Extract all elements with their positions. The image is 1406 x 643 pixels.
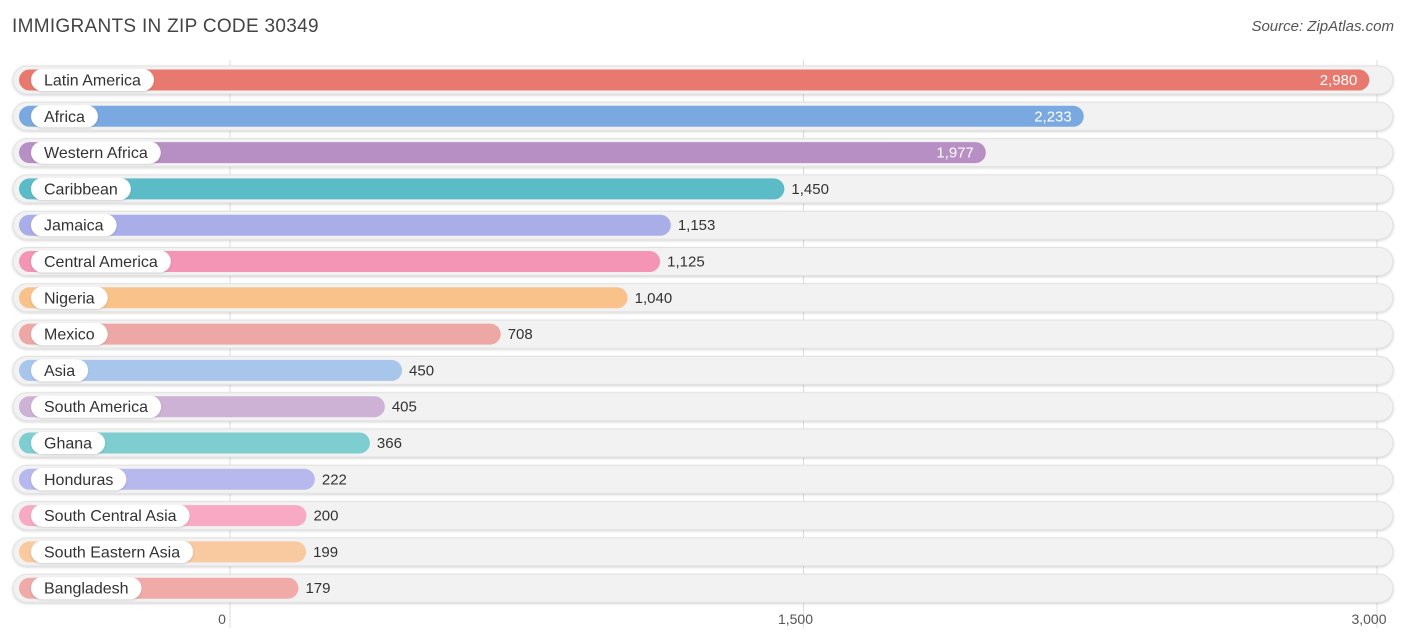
category-label-pill [31, 432, 106, 454]
bar [19, 323, 501, 345]
category-label: Honduras [44, 472, 113, 489]
category-label-pill [31, 141, 161, 164]
category-label-pill [31, 323, 108, 346]
value-label: 1,450 [791, 181, 829, 198]
x-axis-ticks: 0 1,500 3,000 [218, 611, 1387, 627]
bar-row: Nigeria 1,040 [12, 283, 1394, 313]
bar-row: Western Africa 1,977 [12, 138, 1394, 168]
category-label-pill [31, 359, 89, 382]
bar-track [12, 573, 1394, 603]
bar [19, 178, 785, 200]
value-label: 1,153 [678, 217, 716, 234]
category-label: Central America [44, 254, 158, 271]
bar-row: Central America 1,125 [12, 247, 1394, 276]
bar [19, 432, 370, 454]
bar-row: Jamaica 1,153 [12, 210, 1394, 240]
bar-row: Honduras 222 [12, 464, 1394, 494]
value-label: 199 [313, 544, 338, 561]
bar-row: Asia 450 [12, 355, 1394, 385]
bar-row: Caribbean 1,450 [12, 174, 1394, 204]
value-label: 366 [377, 435, 402, 452]
x-tick-label: 0 [218, 611, 226, 627]
x-tick-label: 3,000 [1351, 611, 1386, 627]
value-label: 708 [508, 326, 533, 343]
category-label: Western Africa [44, 145, 148, 162]
value-label: 222 [322, 471, 347, 488]
category-label-pill [31, 286, 108, 309]
category-label: Africa [44, 109, 85, 126]
bar-row: South America 405 [12, 392, 1394, 422]
bar [19, 142, 986, 164]
category-label: Nigeria [44, 290, 95, 307]
value-label: 1,977 [936, 145, 974, 162]
bar-track [12, 464, 1394, 494]
bar-row: Latin America 2,980 [12, 65, 1394, 95]
bar-row: South Central Asia 200 [12, 501, 1394, 531]
category-label: Mexico [44, 327, 95, 344]
value-label: 1,125 [667, 254, 705, 271]
value-label: 1,040 [635, 290, 673, 307]
bar-row: South Eastern Asia 199 [12, 537, 1394, 567]
chart-title: IMMIGRANTS IN ZIP CODE 30349 [12, 16, 319, 37]
bar-track [12, 537, 1394, 567]
category-label: Caribbean [44, 181, 118, 198]
category-label: South Eastern Asia [44, 544, 180, 561]
category-label: Asia [44, 363, 75, 380]
category-label-pill [31, 250, 171, 273]
category-label-pill [31, 395, 162, 418]
category-label-pill [31, 504, 190, 527]
category-label: Jamaica [44, 218, 104, 235]
bar [19, 287, 628, 309]
category-label: Bangladesh [44, 581, 129, 598]
category-label: South America [44, 399, 148, 416]
bar-row: Ghana 366 [12, 428, 1394, 458]
bar [19, 69, 1370, 91]
value-label: 405 [392, 399, 417, 416]
bar-rows: Latin America 2,980 Africa 2,233 Western Afr… [12, 65, 1394, 603]
x-tick-label: 1,500 [778, 611, 813, 627]
bar-track [12, 501, 1394, 531]
bar [19, 251, 661, 272]
category-label-pill [31, 577, 142, 600]
bar [19, 214, 671, 236]
category-label-pill [31, 540, 194, 563]
value-label: 179 [305, 580, 330, 597]
category-label-pill [31, 468, 127, 491]
bar [19, 105, 1084, 127]
category-label: Ghana [44, 436, 92, 453]
category-label: South Central Asia [44, 508, 177, 525]
bar [19, 359, 403, 381]
value-label: 200 [313, 508, 338, 525]
bar-row: Mexico 708 [12, 319, 1394, 349]
category-label: Latin America [44, 73, 141, 90]
category-label-pill [31, 214, 117, 237]
category-label-pill [31, 177, 131, 200]
category-label-pill [31, 69, 154, 91]
bar-row: Africa 2,233 [12, 101, 1394, 131]
value-label: 2,233 [1034, 108, 1072, 125]
source-label: Source: ZipAtlas.com [1251, 18, 1394, 35]
category-label-pill [31, 105, 98, 128]
bar-row: Bangladesh 179 [12, 573, 1394, 603]
value-label: 2,980 [1320, 72, 1358, 89]
value-label: 450 [409, 362, 434, 379]
